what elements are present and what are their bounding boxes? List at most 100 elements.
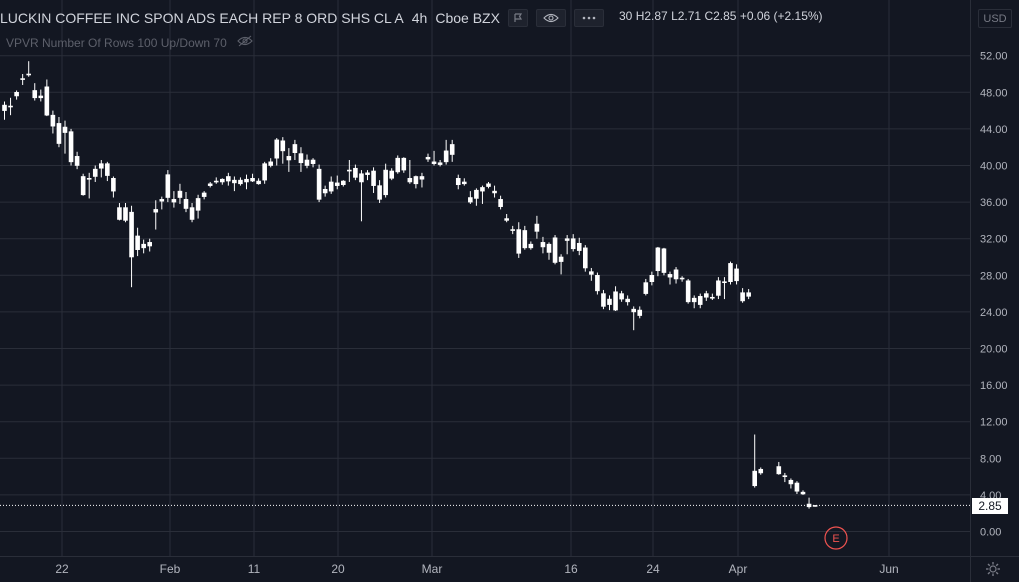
candle-body bbox=[673, 269, 679, 280]
gear-icon[interactable] bbox=[985, 561, 1001, 582]
earnings-marker[interactable]: E bbox=[824, 526, 848, 550]
candle bbox=[14, 90, 19, 100]
candle-body bbox=[734, 268, 739, 282]
y-tick-label: 28.00 bbox=[980, 270, 1008, 282]
candle bbox=[595, 272, 600, 295]
candle bbox=[437, 160, 443, 167]
candle bbox=[232, 176, 237, 192]
x-tick-label: 24 bbox=[646, 562, 660, 576]
candle bbox=[280, 137, 286, 164]
ohlc-partial: 30 bbox=[619, 9, 633, 23]
candle bbox=[419, 172, 425, 188]
candle bbox=[625, 295, 630, 306]
candle bbox=[468, 191, 473, 204]
candle-body bbox=[183, 199, 189, 209]
candle-body bbox=[746, 292, 751, 297]
candle-body bbox=[56, 123, 62, 144]
candle bbox=[123, 203, 128, 223]
candle-body bbox=[534, 223, 540, 232]
currency-label[interactable]: USD bbox=[978, 9, 1012, 28]
price-axis[interactable]: 52.00 48.00 44.00 40.00 36.00 32.00 28.00 24.00… bbox=[970, 0, 1008, 582]
candle bbox=[552, 235, 558, 265]
candle bbox=[589, 267, 594, 281]
candle-body bbox=[147, 242, 152, 247]
indicator-legend[interactable]: VPVR Number Of Rows 100 Up/Down 70 bbox=[6, 35, 253, 50]
candle bbox=[238, 177, 243, 186]
candle bbox=[74, 151, 80, 170]
candle-body bbox=[322, 188, 328, 194]
candle-body bbox=[570, 238, 576, 250]
candle bbox=[177, 183, 183, 204]
candle-body bbox=[14, 92, 19, 97]
candle-body bbox=[286, 156, 292, 161]
candle-body bbox=[177, 190, 183, 198]
eye-icon[interactable] bbox=[535, 9, 566, 27]
candle-body bbox=[377, 185, 382, 200]
candle-body bbox=[788, 479, 794, 485]
candle-body bbox=[244, 178, 249, 183]
x-tick-label: Jun bbox=[879, 562, 898, 576]
candle-body bbox=[431, 161, 437, 164]
ohlc-low: L2.71 bbox=[671, 9, 702, 23]
y-tick-label: 16.00 bbox=[980, 380, 1008, 392]
candle-body bbox=[589, 271, 594, 275]
candle bbox=[153, 200, 159, 230]
y-tick-label: 32.00 bbox=[980, 234, 1008, 246]
y-tick-label: 44.00 bbox=[980, 124, 1008, 136]
candle-body bbox=[528, 243, 534, 249]
candle bbox=[461, 178, 467, 186]
candle bbox=[413, 175, 419, 189]
candle-body bbox=[510, 229, 516, 231]
candle bbox=[649, 271, 655, 286]
y-tick-label: 24.00 bbox=[980, 307, 1008, 319]
candle bbox=[92, 165, 98, 182]
candle-body bbox=[159, 199, 165, 202]
candle-body bbox=[213, 180, 219, 183]
candle bbox=[564, 235, 570, 255]
candle bbox=[407, 160, 413, 184]
candle-body bbox=[794, 482, 800, 492]
candle bbox=[171, 191, 177, 208]
candle-body bbox=[552, 237, 558, 263]
candle bbox=[794, 481, 800, 494]
candle bbox=[86, 172, 92, 199]
candle bbox=[431, 150, 437, 166]
candle bbox=[492, 185, 497, 198]
candle bbox=[728, 261, 733, 285]
candle bbox=[782, 472, 788, 483]
candle-body bbox=[522, 230, 528, 249]
candle-body bbox=[334, 182, 340, 186]
y-tick-label: 12.00 bbox=[980, 417, 1008, 429]
candle bbox=[220, 178, 225, 185]
candle bbox=[347, 160, 352, 182]
candle-body bbox=[123, 207, 128, 221]
candle bbox=[50, 110, 56, 134]
chart-grid bbox=[0, 0, 970, 556]
indicator-label: VPVR Number Of Rows 100 Up/Down 70 bbox=[6, 35, 227, 50]
more-dots-icon[interactable] bbox=[573, 9, 604, 27]
candle bbox=[480, 185, 485, 204]
candle bbox=[359, 170, 364, 222]
time-axis[interactable]: 22 Feb 11 20 Mar 16 24 Apr Jun bbox=[0, 556, 1019, 577]
candle-body bbox=[26, 73, 32, 76]
candle bbox=[516, 222, 522, 258]
candle-body bbox=[38, 95, 44, 99]
y-tick-label: 48.00 bbox=[980, 87, 1008, 99]
candle bbox=[274, 138, 280, 166]
candle bbox=[371, 167, 376, 193]
earnings-marker-circle bbox=[824, 526, 848, 550]
y-tick-label: 52.00 bbox=[980, 51, 1008, 63]
candle bbox=[558, 254, 564, 275]
candle bbox=[746, 289, 751, 300]
interval-label[interactable]: 4h bbox=[411, 10, 428, 26]
candle bbox=[534, 215, 540, 239]
x-tick-label: 11 bbox=[248, 562, 261, 576]
symbol-name[interactable]: LUCKIN COFFEE INC SPON ADS EACH REP 8 OR… bbox=[0, 10, 404, 26]
flag-icon[interactable] bbox=[507, 9, 528, 27]
candle-body bbox=[407, 178, 413, 183]
eye-off-icon[interactable] bbox=[236, 35, 253, 50]
candle-body bbox=[691, 297, 697, 303]
candle bbox=[716, 277, 721, 300]
candle-body bbox=[679, 277, 685, 280]
